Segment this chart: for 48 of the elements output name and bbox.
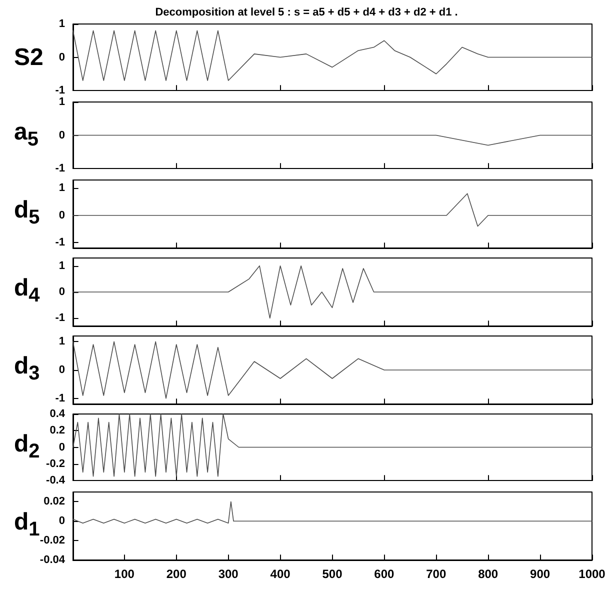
x-tick-label: 900 [530, 567, 550, 581]
x-tick-label: 600 [374, 567, 395, 581]
line-series [72, 265, 592, 319]
y-tick-label: 1 [58, 336, 65, 348]
y-tick-label: 0 [58, 441, 65, 454]
y-tick-label: -1 [55, 84, 65, 96]
y-axis-title: a$_{5}$ [14, 118, 38, 152]
x-tick-label: 700 [426, 567, 446, 581]
y-tick-label: 1 [58, 260, 65, 272]
y-tick-label: 0 [58, 364, 65, 376]
line-series [72, 501, 592, 524]
y-axis-title: d$_{2}$ [14, 430, 40, 464]
chart-title: Decomposition at level 5 : s = a5 + d5 + d4 + d3 + d2 + d1 . [155, 6, 458, 18]
x-tick-label: 500 [322, 567, 343, 581]
y-tick-label: -1 [55, 162, 65, 174]
y-tick-label: 0.4 [50, 408, 66, 420]
line-series [72, 30, 592, 81]
y-tick-label: -1 [55, 236, 65, 249]
y-tick-label: 0.2 [50, 424, 65, 437]
line-series [72, 414, 592, 477]
y-tick-label: 0 [58, 51, 65, 64]
y-tick-label: -1 [55, 312, 65, 324]
y-tick-label: 1 [58, 96, 65, 108]
line-series [72, 341, 592, 399]
y-axis-title: S2 [14, 44, 44, 72]
x-tick-label: 800 [478, 567, 498, 581]
line-series [72, 193, 592, 227]
x-tick-label: 400 [270, 567, 291, 581]
y-tick-label: -0.04 [40, 554, 66, 566]
y-tick-label: 1 [58, 182, 65, 194]
y-tick-label: 0 [58, 515, 65, 528]
y-axis-title: d$_{1}$ [14, 508, 40, 542]
y-axis-title: d$_{5}$ [14, 196, 40, 230]
y-axis-title: d$_{4}$ [14, 274, 40, 308]
y-tick-label: -0.4 [46, 474, 66, 486]
y-tick-label: -1 [55, 392, 65, 404]
x-tick-label: 100 [114, 567, 135, 581]
y-tick-label: -0.2 [46, 458, 65, 470]
y-tick-label: 0 [58, 209, 65, 222]
y-tick-label: -0.02 [40, 534, 65, 547]
y-tick-label: 0 [58, 286, 65, 298]
x-tick-label: 300 [218, 567, 239, 581]
y-tick-label: 0 [58, 129, 65, 142]
y-tick-label: 1 [58, 18, 65, 30]
x-tick-label: 1000 [578, 567, 606, 581]
y-axis-title: d$_{3}$ [14, 352, 40, 386]
x-tick-label: 200 [166, 567, 187, 581]
y-tick-label: 0.02 [44, 496, 65, 508]
